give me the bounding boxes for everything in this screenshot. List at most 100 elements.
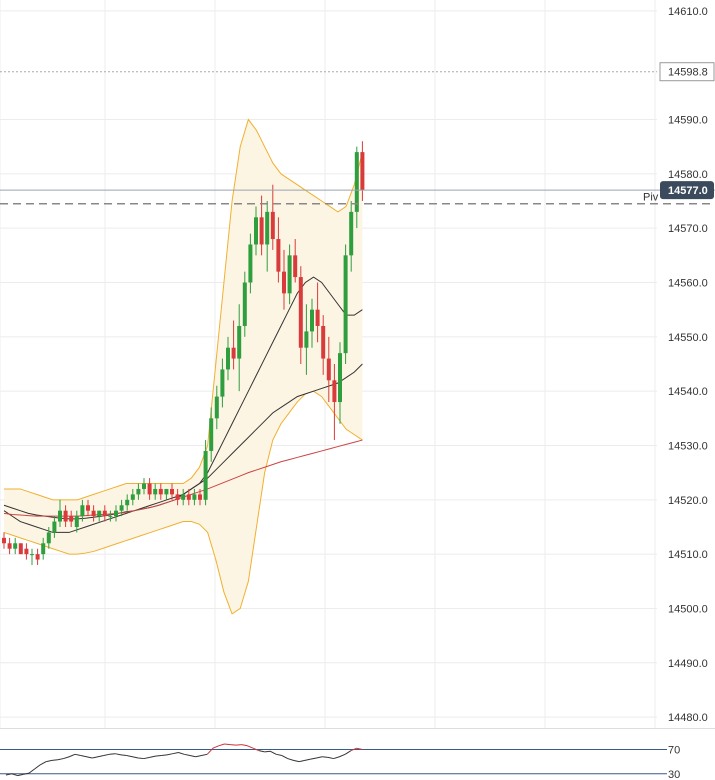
candle-body	[270, 211, 275, 240]
oscillator-segment	[166, 753, 173, 756]
candle	[153, 483, 158, 500]
candle-body	[147, 483, 152, 495]
candle	[30, 548, 34, 566]
candle-body	[30, 554, 34, 556]
candle-body	[119, 505, 124, 511]
oscillator-pane: 70 30	[0, 743, 680, 780]
oscillator-segment	[155, 755, 162, 757]
candle	[198, 488, 202, 506]
candle	[58, 499, 62, 527]
bollinger-fill	[4, 119, 363, 614]
candle-body	[276, 239, 281, 272]
candle-body	[108, 516, 113, 518]
candle	[293, 239, 298, 283]
oscillator-segment	[310, 757, 317, 760]
oscillator-segment	[350, 747, 357, 752]
oscillator-segment	[57, 758, 64, 761]
oscillator-segment	[5, 773, 12, 776]
oscillator-segment	[322, 756, 328, 758]
oscillator-segment	[333, 756, 340, 760]
price-tick-label: 14540.0	[668, 386, 708, 398]
candle-body	[102, 510, 107, 517]
candle-body	[198, 494, 202, 500]
oscillator-segment	[92, 756, 99, 759]
oscillator-segment	[276, 753, 283, 757]
candle-body	[332, 380, 337, 403]
oscillator-segment	[218, 743, 225, 747]
candle	[136, 483, 141, 500]
oscillator-segment	[126, 755, 133, 758]
candle	[63, 505, 68, 527]
candle-body	[214, 396, 219, 419]
oscillator-segment	[132, 756, 139, 759]
candle	[74, 510, 79, 533]
bollinger-bands	[3, 118, 363, 615]
candle	[354, 146, 359, 229]
oscillator-segment	[69, 753, 76, 758]
oscillator-segment	[11, 773, 18, 777]
oscillator-segment	[74, 753, 81, 757]
candle	[142, 478, 146, 495]
candle-body	[136, 488, 141, 495]
oscillator-segment	[293, 759, 300, 763]
candle	[226, 336, 230, 381]
reference-lines: 14598.8 14577.0 Piv	[0, 62, 715, 205]
candles	[2, 141, 365, 566]
candle	[338, 342, 342, 424]
candle-body	[7, 543, 12, 549]
candle-body	[186, 494, 191, 500]
oscillator-segment	[161, 754, 168, 757]
oscillator-segment	[258, 750, 265, 753]
price-tick-label: 14520.0	[668, 495, 708, 507]
candle-body	[220, 369, 225, 397]
candle	[220, 358, 225, 408]
candle	[13, 537, 18, 555]
candle-body	[13, 543, 18, 549]
candle	[254, 206, 258, 256]
oscillator-segment	[299, 759, 306, 763]
candle-body	[80, 505, 85, 517]
oscillator-segment	[97, 755, 104, 758]
candle	[46, 526, 51, 549]
oscillator-segment	[224, 743, 231, 746]
oscillator-segment	[281, 755, 288, 760]
candle-body	[164, 488, 169, 495]
candle	[24, 543, 29, 560]
oscillator-segment	[23, 772, 30, 775]
oscillator-segment	[195, 755, 202, 758]
candle	[7, 537, 12, 555]
candle	[248, 233, 253, 294]
oscillator-segment	[287, 758, 294, 761]
oscillator-segment	[172, 751, 179, 755]
candle-body	[349, 211, 354, 256]
candle-body	[343, 255, 348, 354]
candle	[119, 499, 124, 517]
pivot-label: Piv	[643, 192, 659, 204]
oscillator-segment	[109, 753, 116, 755]
candle-body	[203, 450, 208, 500]
candle	[349, 201, 354, 272]
candle-body	[175, 494, 180, 500]
candle	[237, 304, 242, 392]
candle-body	[91, 510, 96, 517]
candle-body	[293, 255, 298, 278]
candle	[18, 543, 23, 555]
reference-tag-box	[659, 62, 715, 82]
candle-body	[18, 543, 23, 555]
candle-body	[46, 532, 51, 544]
candle	[175, 488, 180, 506]
bollinger-lower-line	[3, 390, 363, 615]
candle	[41, 537, 46, 560]
price-tick-label: 14510.0	[668, 549, 708, 561]
reference-tag-label: 14598.8	[668, 67, 708, 79]
candle	[80, 499, 85, 522]
candle	[158, 483, 163, 500]
candle	[164, 488, 169, 500]
candle-body	[97, 510, 102, 517]
candle	[214, 385, 219, 430]
candle	[287, 244, 292, 305]
oscillator-segment	[120, 754, 127, 757]
candle	[125, 494, 130, 511]
candle-body	[86, 505, 90, 511]
